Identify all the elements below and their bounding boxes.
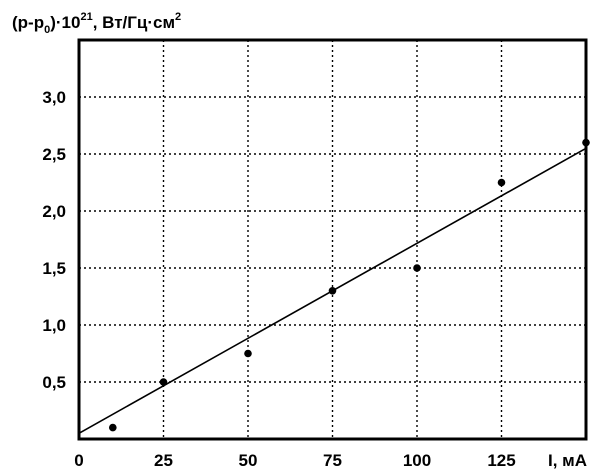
data-point <box>497 178 506 187</box>
data-point <box>159 378 168 386</box>
x-tick-label: 100 <box>403 451 431 470</box>
y-axis-label-sup: 21 <box>80 11 92 23</box>
y-axis-label-part-3: , Вт/Гц·см <box>93 13 175 32</box>
y-axis-label-part-1: (p-p <box>12 13 44 32</box>
y-axis-label-part-2: )·10 <box>50 13 80 32</box>
y-tick-label: 0,5 <box>42 373 66 392</box>
x-tick-label: 125 <box>487 451 515 470</box>
x-tick-label: 75 <box>323 451 342 470</box>
data-point <box>109 423 117 432</box>
y-tick-label: 3,0 <box>42 88 66 107</box>
data-point <box>328 287 337 295</box>
x-axis-label: I, мА <box>548 451 587 470</box>
y-tick-label: 2,5 <box>42 145 66 164</box>
x-tick-labels: 0 25 50 75 100 125 <box>74 451 515 470</box>
y-axis-label-sup2: 2 <box>175 11 181 23</box>
x-tick-label: 25 <box>154 451 173 470</box>
y-tick-label: 1,0 <box>42 316 66 335</box>
y-axis-label: (p-p0)·1021, Вт/Гц·см2 <box>12 11 181 36</box>
data-point <box>244 349 252 358</box>
data-points <box>109 138 590 432</box>
y-axis-label-sub: 0 <box>44 24 50 36</box>
data-point <box>413 264 421 272</box>
plot-frame <box>77 38 588 441</box>
y-tick-label: 1,5 <box>42 259 66 278</box>
x-tick-label: 0 <box>74 451 83 470</box>
x-tick-label: 50 <box>239 451 258 470</box>
y-tick-labels: 0,5 1,0 1,5 2,0 2,5 3,0 <box>42 88 66 392</box>
grid-lines <box>79 40 586 439</box>
y-tick-label: 2,0 <box>42 202 66 221</box>
